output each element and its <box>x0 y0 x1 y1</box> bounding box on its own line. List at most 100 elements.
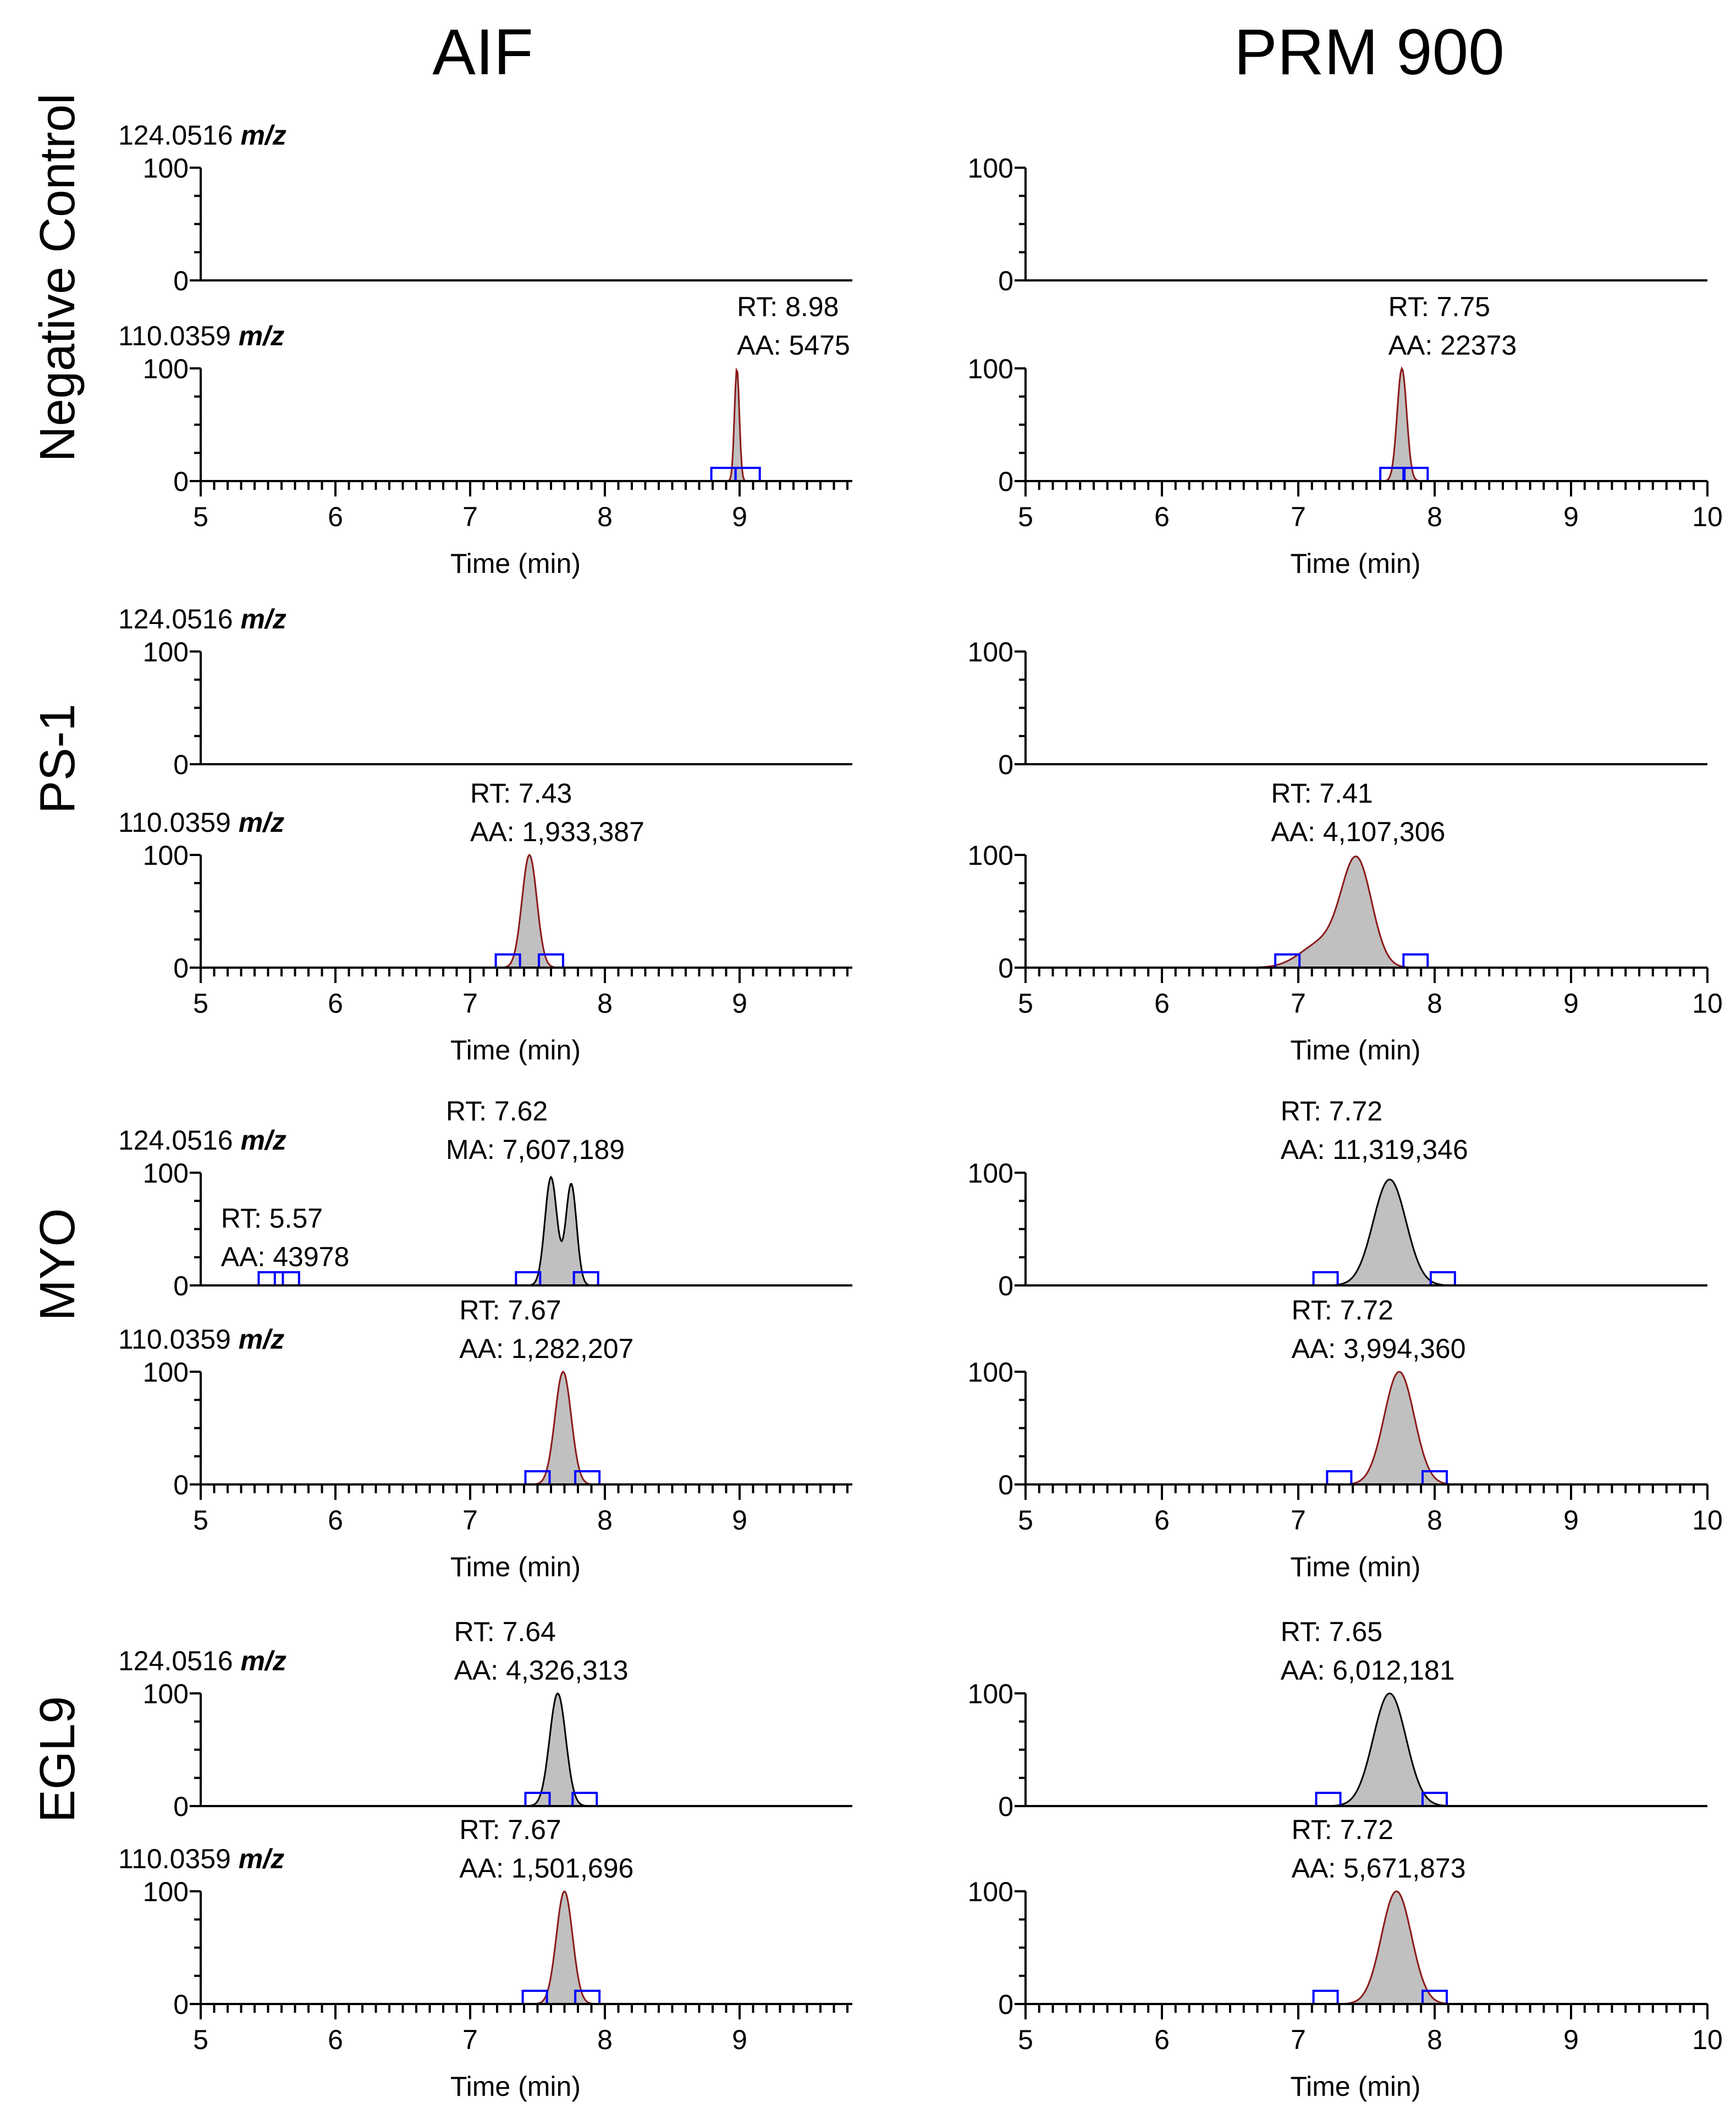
mz-unit: m/z <box>240 120 286 151</box>
peak-area <box>1026 368 1707 481</box>
panel-4: 100 0 124.0516 m/z <box>118 604 852 780</box>
boundary-marker <box>273 1271 300 1287</box>
row-label-ps1: PS-1 <box>30 704 85 814</box>
x-tick-label: 7 <box>462 988 478 1019</box>
area-annotation: AA: 1,501,696 <box>459 1853 633 1884</box>
peak-area <box>1026 1693 1707 1806</box>
y-tick-label-0: 0 <box>998 266 1013 296</box>
mz-label: 110.0359 m/z <box>118 1324 284 1355</box>
panel-8: 100 0 124.0516 m/z RT: 7.62 MA: 7,607,189 RT:… <box>118 1096 852 1301</box>
x-axis-label: Time (min) <box>450 2071 581 2102</box>
x-tick-label: 8 <box>597 2024 613 2055</box>
x-tick-label: 7 <box>1291 1505 1306 1536</box>
y-tick-label-0: 0 <box>998 1791 1013 1822</box>
rt-annotation: RT: 7.72 <box>1292 1814 1393 1845</box>
area-annotation: MA: 7,607,189 <box>446 1134 625 1165</box>
panel-0: 100 0 124.0516 m/z <box>118 120 852 296</box>
boundary-marker <box>257 1271 284 1287</box>
mz-label: 124.0516 m/z <box>118 120 286 151</box>
x-tick-label: 5 <box>1018 988 1033 1019</box>
x-axis-label: Time (min) <box>450 548 581 579</box>
x-tick-label: 10 <box>1692 988 1723 1019</box>
y-tick-label-0: 0 <box>173 1791 189 1822</box>
area-annotation: AA: 4,326,313 <box>454 1655 629 1686</box>
y-tick-label-100: 100 <box>143 637 189 667</box>
panel-7: 100 05 6 7 8 9 10 Time (min) RT: 7.41 AA: 4,107,3… <box>968 778 1723 1065</box>
x-tick-label: 8 <box>1427 1505 1442 1536</box>
mz-label: 124.0516 m/z <box>118 1646 286 1676</box>
x-tick-label: 9 <box>1563 988 1579 1019</box>
area-annotation: AA: 43978 <box>221 1241 350 1272</box>
area-annotation: AA: 6,012,181 <box>1281 1655 1455 1686</box>
rt-annotation: RT: 7.43 <box>470 778 572 809</box>
boundary-marker <box>1315 1792 1342 1807</box>
rt-annotation: RT: 7.65 <box>1281 1616 1382 1647</box>
peak-area <box>1026 1179 1707 1285</box>
rt-annotation: RT: 7.72 <box>1281 1096 1382 1127</box>
x-tick-label: 8 <box>597 501 613 532</box>
x-tick-label: 10 <box>1692 2024 1723 2055</box>
panel-11: 100 05 6 7 8 9 10 Time (min) RT: 7.72 AA: 3,994,3… <box>968 1295 1723 1582</box>
x-axis-label: Time (min) <box>450 1035 581 1065</box>
y-tick-label-0: 0 <box>998 953 1013 984</box>
x-tick-label: 7 <box>1291 988 1306 1019</box>
x-tick-label: 5 <box>193 988 208 1019</box>
row-label-myo: MYO <box>30 1208 85 1321</box>
x-tick-label: 9 <box>732 2024 747 2055</box>
peak-area <box>201 370 852 481</box>
column-title-aif: AIF <box>432 16 533 89</box>
y-tick-label-0: 0 <box>998 466 1013 497</box>
x-tick-label: 5 <box>1018 501 1033 532</box>
mz-label: 124.0516 m/z <box>118 1125 286 1156</box>
area-annotation: AA: 5475 <box>737 330 850 361</box>
area-annotation: AA: 5,671,873 <box>1292 1853 1466 1884</box>
rt-annotation: RT: 7.67 <box>459 1814 561 1845</box>
mz-label: 110.0359 m/z <box>118 807 284 838</box>
row-label-negative-control: Negative Control <box>30 93 85 462</box>
rt-annotation: RT: 7.62 <box>446 1096 548 1127</box>
panel-2: 100 0 <box>968 153 1707 296</box>
peak-area <box>201 1693 852 1806</box>
x-tick-label: 6 <box>328 2024 343 2055</box>
mz-unit: m/z <box>239 1843 284 1874</box>
rt-annotation: RT: 7.41 <box>1271 778 1373 809</box>
area-annotation: AA: 4,107,306 <box>1271 816 1445 847</box>
x-tick-label: 8 <box>1427 2024 1442 2055</box>
y-tick-label-0: 0 <box>173 953 189 984</box>
x-tick-label: 6 <box>1154 1505 1170 1536</box>
y-tick-label-0: 0 <box>173 1470 189 1500</box>
x-tick-label: 5 <box>193 501 208 532</box>
x-axis-label: Time (min) <box>1290 2071 1420 2102</box>
x-tick-label: 7 <box>462 1505 478 1536</box>
chromatogram-trace <box>201 367 852 482</box>
y-tick-label-100: 100 <box>968 354 1013 384</box>
rt-annotation: RT: 7.72 <box>1292 1295 1393 1326</box>
x-tick-label: 6 <box>1154 2024 1170 2055</box>
rt-annotation: RT: 5.57 <box>221 1203 323 1234</box>
chromatogram-trace <box>201 1370 852 1486</box>
peak-area <box>1026 856 1707 968</box>
y-tick-label-100: 100 <box>968 1679 1013 1709</box>
mz-label: 110.0359 m/z <box>118 1843 284 1874</box>
x-tick-label: 7 <box>1291 501 1306 532</box>
x-tick-label: 6 <box>328 1505 343 1536</box>
y-tick-label-100: 100 <box>143 153 189 184</box>
peak-area <box>1026 1372 1707 1484</box>
rt-annotation: RT: 8.98 <box>737 291 839 322</box>
peak-area <box>201 1372 852 1484</box>
panel-3: 100 05 6 7 8 9 10 Time (min) RT: 7.75 AA: 22373 <box>968 291 1723 579</box>
boundary-marker <box>1326 1470 1353 1486</box>
x-tick-label: 7 <box>1291 2024 1306 2055</box>
x-tick-label: 5 <box>1018 2024 1033 2055</box>
mz-label: 124.0516 m/z <box>118 604 286 634</box>
y-tick-label-100: 100 <box>968 637 1013 667</box>
mz-unit: m/z <box>240 1125 286 1156</box>
y-tick-label-0: 0 <box>173 1989 189 2020</box>
y-tick-label-100: 100 <box>968 153 1013 184</box>
rt-annotation: RT: 7.64 <box>454 1616 556 1647</box>
x-tick-label: 8 <box>1427 988 1442 1019</box>
x-tick-label: 9 <box>1563 501 1579 532</box>
row-label-egl9: EGL9 <box>30 1696 85 1823</box>
x-tick-label: 10 <box>1692 501 1723 532</box>
